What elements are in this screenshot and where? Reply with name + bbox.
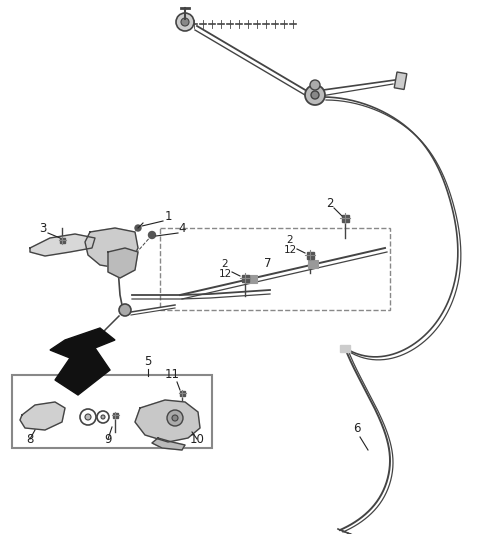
Text: 12: 12 [218,269,232,279]
Text: 2: 2 [222,259,228,269]
Polygon shape [20,402,65,430]
Circle shape [101,415,105,419]
Bar [341,215,348,222]
Circle shape [181,18,189,26]
Bar [307,252,313,258]
Bar [308,261,318,269]
Text: 5: 5 [144,355,152,368]
Polygon shape [85,228,138,268]
Text: 2: 2 [287,235,293,245]
Text: 10: 10 [190,433,204,446]
Circle shape [167,410,183,426]
Text: 11: 11 [165,368,180,381]
Bar [247,274,257,282]
Polygon shape [135,400,200,442]
Polygon shape [50,328,115,395]
Circle shape [85,414,91,420]
Circle shape [305,85,325,105]
Text: 6: 6 [353,422,361,435]
Text: 9: 9 [104,433,112,446]
Circle shape [311,91,319,99]
Bar [60,238,64,242]
Text: 8: 8 [26,433,34,446]
Text: 7: 7 [264,257,272,270]
Text: 3: 3 [39,222,47,235]
Circle shape [148,232,156,239]
FancyBboxPatch shape [12,375,212,448]
Polygon shape [30,234,95,256]
Bar [241,274,249,281]
Polygon shape [152,438,185,450]
Bar [180,390,184,396]
Bar [394,72,407,90]
Text: 1: 1 [164,210,172,223]
Circle shape [310,80,320,90]
Circle shape [176,13,194,31]
Polygon shape [108,248,138,278]
Text: 12: 12 [283,245,297,255]
Text: 2: 2 [326,197,334,210]
Bar [340,345,350,352]
Circle shape [172,415,178,421]
Text: 4: 4 [178,222,186,235]
Circle shape [119,304,131,316]
Bar [112,412,118,418]
Circle shape [135,225,141,231]
